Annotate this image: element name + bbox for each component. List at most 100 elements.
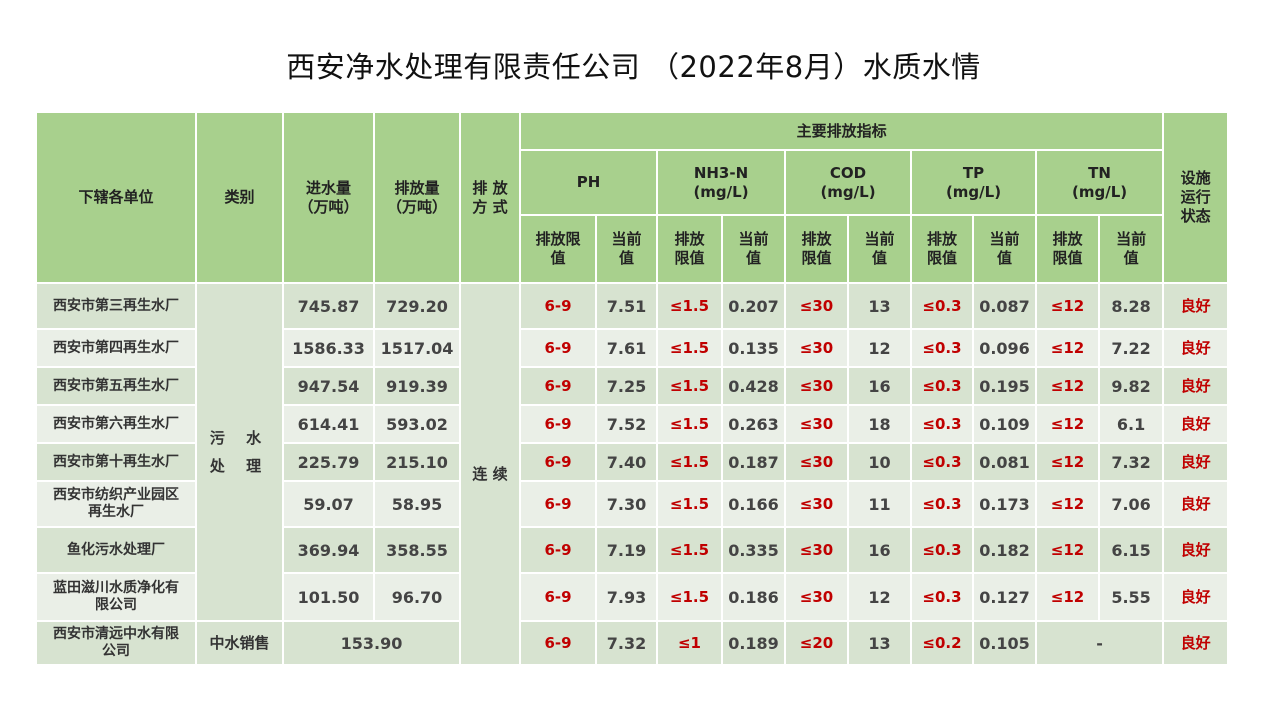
header-tn-limit: 排放 限值 [1035, 214, 1100, 284]
nh3-value-cell: 0.135 [721, 328, 786, 368]
status-cell: 良好 [1162, 366, 1230, 406]
outflow-cell: 1517.04 [373, 328, 461, 368]
tn-limit-cell: ≤12 [1035, 526, 1100, 574]
table-row: 蓝田滋川水质净化有 限公司 101.50 96.70 6-9 7.93 ≤1.5 0.186 ≤… [35, 572, 1267, 622]
inflow-cell: 369.94 [282, 526, 375, 574]
tp-limit-cell: ≤0.3 [910, 572, 974, 622]
status-cell: 良好 [1162, 328, 1230, 368]
ph-limit-cell: 6-9 [519, 404, 597, 444]
outflow-cell: 96.70 [373, 572, 461, 622]
tn-value-cell: 7.32 [1097, 442, 1165, 482]
unit-name-cell: 西安市第三再生水厂 [35, 282, 197, 330]
tp-value-cell: 0.173 [972, 480, 1037, 528]
header-inflow: 进水量 （万吨） [282, 111, 375, 284]
cod-limit-cell: ≤30 [784, 366, 849, 406]
header-nh3-limit: 排放 限值 [656, 214, 723, 284]
cod-limit-cell: ≤30 [784, 282, 849, 330]
nh3-value-cell: 0.335 [721, 526, 786, 574]
unit-name-cell: 蓝田滋川水质净化有 限公司 [35, 572, 197, 622]
status-cell: 良好 [1162, 282, 1230, 330]
tn-limit-cell: ≤12 [1035, 366, 1100, 406]
tp-value-cell: 0.087 [972, 282, 1037, 330]
status-cell: 良好 [1162, 404, 1230, 444]
header-tn: TN (mg/L) [1034, 149, 1165, 216]
cod-value-cell: 16 [847, 366, 912, 406]
tn-value-cell: 9.82 [1097, 366, 1165, 406]
header-tn-current: 当前值 [1097, 214, 1165, 284]
nh3-limit-cell: ≤1.5 [656, 442, 723, 482]
header-indicators: 主要排放指标 [518, 111, 1165, 151]
table-row: 西安市第五再生水厂 947.54 919.39 6-9 7.25 ≤1.5 0.428 ≤30… [35, 366, 1267, 406]
nh3-limit-cell: ≤1.5 [656, 404, 723, 444]
ph-limit-cell: 6-9 [519, 282, 597, 330]
nh3-value-cell: 0.207 [721, 282, 786, 330]
nh3-limit-cell: ≤1.5 [656, 328, 723, 368]
tp-limit-cell: ≤0.3 [910, 366, 974, 406]
tp-limit-cell: ≤0.3 [910, 282, 974, 330]
tn-value-cell: 5.55 [1097, 572, 1165, 622]
cod-limit-cell: ≤30 [784, 526, 849, 574]
tp-limit-cell: ≤0.3 [910, 442, 974, 482]
inflow-cell: 745.87 [282, 282, 375, 330]
ph-value-cell: 7.30 [595, 480, 658, 528]
nh3-value-cell: 0.263 [721, 404, 786, 444]
inflow-cell: 101.50 [282, 572, 375, 622]
header-ph-limit: 排放限值 [519, 214, 597, 284]
header-category: 类别 [195, 111, 284, 284]
ph-value-cell: 7.25 [595, 366, 658, 406]
tp-value-cell: 0.105 [972, 620, 1037, 666]
cod-value-cell: 18 [847, 404, 912, 444]
ph-limit-cell: 6-9 [519, 480, 597, 528]
tn-limit-cell: ≤12 [1035, 572, 1100, 622]
ph-limit-cell: 6-9 [519, 572, 597, 622]
header-ph: PH [519, 149, 658, 216]
table-row: 西安市第三再生水厂污 水处 理 745.87 729.20 连 续 6-9 7.51 ≤1.… [35, 282, 1267, 666]
tn-value-cell: 8.28 [1097, 282, 1165, 330]
unit-name-cell: 西安市纺织产业园区 再生水厂 [35, 480, 197, 528]
tn-value-cell: 6.15 [1097, 526, 1165, 574]
outflow-cell: 58.95 [373, 480, 461, 528]
status-cell: 良好 [1162, 620, 1230, 666]
tn-value-cell: 7.06 [1097, 480, 1165, 528]
nh3-limit-cell: ≤1.5 [656, 282, 723, 330]
cod-value-cell: 10 [847, 442, 912, 482]
status-cell: 良好 [1162, 526, 1230, 574]
inflow-cell: 59.07 [282, 480, 375, 528]
tp-value-cell: 0.109 [972, 404, 1037, 444]
status-cell: 良好 [1162, 572, 1230, 622]
unit-name-cell: 西安市第四再生水厂 [35, 328, 197, 368]
header-tp-current: 当前值 [972, 214, 1037, 284]
tp-limit-cell: ≤0.3 [910, 480, 974, 528]
ph-limit-cell: 6-9 [519, 442, 597, 482]
tn-limit-cell: ≤12 [1035, 328, 1100, 368]
outflow-cell: 593.02 [373, 404, 461, 444]
inflow-cell: 225.79 [282, 442, 375, 482]
nh3-value-cell: 0.428 [721, 366, 786, 406]
inflow-cell: 1586.33 [282, 328, 375, 368]
tn-limit-cell: ≤12 [1035, 442, 1100, 482]
tn-limit-cell: ≤12 [1035, 404, 1100, 444]
category-cell: 中水销售 [195, 620, 284, 666]
page-title: 西安净水处理有限责任公司 （2022年8月）水质水情 [286, 50, 981, 84]
ph-value-cell: 7.52 [595, 404, 658, 444]
nh3-value-cell: 0.187 [721, 442, 786, 482]
tn-value-cell: 6.1 [1097, 404, 1165, 444]
ph-value-cell: 7.40 [595, 442, 658, 482]
status-cell: 良好 [1162, 442, 1230, 482]
header-cod: COD (mg/L) [784, 149, 912, 216]
inflow-cell: 614.41 [282, 404, 375, 444]
table-row: 西安市第四再生水厂 1586.33 1517.04 6-9 7.61 ≤1.5 0.135 ≤… [35, 328, 1267, 368]
cod-limit-cell: ≤30 [784, 480, 849, 528]
table-row: 西安市纺织产业园区 再生水厂 59.07 58.95 6-9 7.30 ≤1.5 0.166 ≤… [35, 480, 1267, 528]
ph-value-cell: 7.51 [595, 282, 658, 330]
ph-limit-cell: 6-9 [519, 366, 597, 406]
nh3-limit-cell: ≤1.5 [656, 572, 723, 622]
outflow-cell: 729.20 [373, 282, 461, 330]
header-nh3-current: 当前值 [721, 214, 786, 284]
header-cod-current: 当前值 [847, 214, 912, 284]
unit-name-cell: 西安市第五再生水厂 [35, 366, 197, 406]
cod-limit-cell: ≤30 [784, 404, 849, 444]
tp-value-cell: 0.127 [972, 572, 1037, 622]
header-method: 排 放方 式 [459, 111, 521, 284]
outflow-cell: 919.39 [373, 366, 461, 406]
